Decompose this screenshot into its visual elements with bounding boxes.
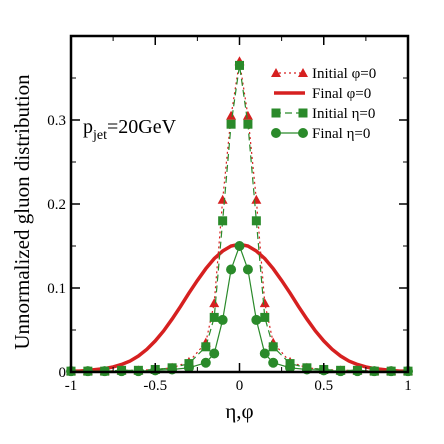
data-point-triangle: [217, 194, 228, 204]
legend-item: Initial η=0: [271, 106, 375, 122]
annotation-main: p: [83, 116, 93, 138]
data-point-circle: [268, 357, 279, 368]
series-4: [66, 241, 413, 377]
data-point-square: [201, 342, 211, 352]
x-axis-title: η,φ: [225, 399, 253, 423]
legend-label: Final η=0: [312, 126, 370, 142]
legend-label: Final φ=0: [312, 86, 371, 102]
data-point-triangle: [226, 110, 237, 120]
data-point-square: [298, 108, 308, 118]
data-point-circle: [285, 362, 296, 373]
data-point-triangle: [259, 298, 270, 308]
data-point-square: [243, 119, 253, 129]
y-tick-label: 0.1: [47, 281, 66, 297]
legend-label: Initial φ=0: [312, 66, 376, 82]
data-point-triangle: [251, 194, 262, 204]
plot-area: [66, 56, 413, 377]
data-point-square: [226, 119, 236, 129]
x-tick-label: 0: [236, 378, 244, 394]
x-tick-label: -0.5: [143, 378, 167, 394]
data-point-square: [271, 108, 281, 118]
data-point-circle: [298, 128, 308, 138]
data-point-square: [268, 342, 278, 352]
data-point-circle: [251, 314, 262, 325]
data-point-circle: [226, 264, 237, 275]
annotation-tail: =20GeV: [107, 116, 177, 138]
series-line: [71, 244, 408, 372]
axis-ticks: -1 -0.5 0 0.5 1 0 0.1 0.2 0.3: [47, 35, 412, 394]
x-tick-label: -1: [65, 378, 78, 394]
data-point-circle: [217, 314, 228, 325]
y-axis-title: Unnormalized gluon distribution: [10, 74, 34, 350]
jet-momentum-annotation: pjet=20GeV: [83, 116, 177, 143]
data-point-circle: [183, 362, 194, 373]
y-tick-label: 0.2: [47, 197, 66, 213]
series-line: [71, 242, 408, 373]
data-point-triangle: [209, 298, 220, 308]
data-point-square: [260, 312, 270, 322]
data-point-circle: [234, 241, 245, 251]
data-point-triangle: [271, 68, 281, 77]
data-point-triangle: [242, 110, 253, 120]
series-1: [66, 56, 413, 376]
data-point-circle: [200, 357, 211, 368]
data-point-circle: [242, 264, 253, 275]
legend-item: Final η=0: [271, 126, 370, 142]
data-point-circle: [271, 128, 281, 138]
y-tick-label: 0: [59, 365, 67, 381]
series-2: [71, 242, 408, 373]
data-point-triangle: [298, 68, 308, 77]
annotation-subscript: jet: [92, 128, 107, 143]
data-point-square: [251, 216, 261, 226]
data-point-square: [218, 216, 228, 226]
y-tick-label: 0.3: [47, 113, 66, 129]
data-point-circle: [259, 348, 270, 359]
data-point-square: [209, 312, 219, 322]
x-tick-label: 0.5: [314, 378, 333, 394]
x-tick-label: 1: [404, 378, 412, 394]
data-point-circle: [209, 348, 220, 359]
data-point-square: [235, 60, 244, 70]
legend-label: Initial η=0: [312, 106, 375, 122]
legend-item: Initial φ=0: [271, 66, 376, 82]
legend: Initial φ=0 Final φ=0 Initial η=0 Final η=0: [271, 66, 376, 142]
legend-item: Final φ=0: [274, 86, 371, 102]
